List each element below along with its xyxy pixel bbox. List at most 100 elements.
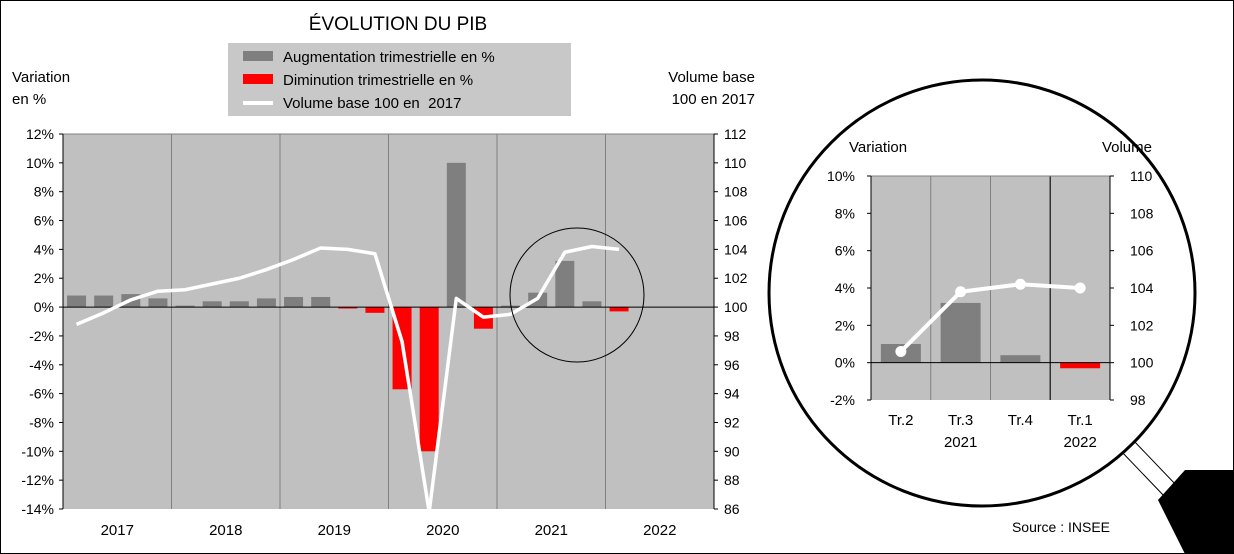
zoom-quarter-label: Tr.3 bbox=[948, 412, 973, 429]
right-tick-label: 94 bbox=[724, 386, 740, 402]
left-tick-label: 8% bbox=[34, 184, 54, 200]
variation-bar bbox=[446, 162, 466, 308]
year-label: 2019 bbox=[318, 522, 351, 539]
zoom-year-label: 2022 bbox=[1063, 434, 1096, 451]
volume-line bbox=[75, 244, 620, 514]
zoom-quarter-label: Tr.1 bbox=[1067, 412, 1092, 429]
highlight-circle bbox=[509, 227, 645, 363]
variation-bar bbox=[175, 305, 195, 308]
magnifier-handle-grip bbox=[1158, 470, 1234, 554]
legend-swatch-increase bbox=[243, 51, 273, 61]
variation-bar bbox=[555, 260, 575, 308]
right-tick-label: 100 bbox=[724, 299, 748, 315]
zoom-quarter-label: Tr.4 bbox=[1008, 412, 1033, 429]
right-tick-label: 86 bbox=[724, 501, 740, 517]
zoom-volume-line bbox=[899, 282, 1081, 353]
right-tick-label: 108 bbox=[724, 184, 748, 200]
variation-bar bbox=[67, 295, 87, 308]
zoom-right-axis-title: Volume bbox=[1102, 139, 1152, 156]
left-tick-label: -6% bbox=[29, 386, 54, 402]
zoom-volume-point bbox=[1074, 282, 1086, 294]
zoom-left-axis-title: Variation bbox=[849, 139, 907, 156]
zoom-left-tick-label: 4% bbox=[835, 280, 855, 296]
zoom-year-label: 2021 bbox=[944, 434, 977, 451]
magnifier-handle-neck bbox=[1132, 439, 1179, 488]
variation-bar bbox=[284, 296, 304, 308]
legend: Augmentation trimestrielle en % Diminuti… bbox=[228, 43, 571, 116]
variation-bar bbox=[94, 295, 114, 308]
main-plot: -14% -12% -10% -8% -6% -4% -2% 0% 2% 4% 6% 8% 10% 12%… bbox=[21, 126, 747, 539]
magnifier-lens: -2% 0% 2% 4% 6% 8% 10% 98 100 102 104 106 108 110 Vari… bbox=[767, 78, 1234, 554]
left-tick-label: -14% bbox=[21, 501, 54, 517]
zoom-volume-point bbox=[955, 286, 967, 298]
right-tick-label: 92 bbox=[724, 414, 740, 430]
legend-box bbox=[228, 43, 571, 116]
zoom-right-tick-label: 98 bbox=[1130, 392, 1146, 408]
left-axis-title-line1: Variation bbox=[12, 69, 70, 86]
year-label: 2022 bbox=[643, 522, 676, 539]
zoom-left-tick-label: -2% bbox=[830, 392, 855, 408]
right-axis-title-line2: 100 en 2017 bbox=[672, 91, 755, 108]
legend-label-increase: Augmentation trimestrielle en % bbox=[283, 49, 495, 66]
zoom-variation-bar bbox=[1000, 355, 1041, 363]
left-tick-label: 12% bbox=[26, 126, 54, 142]
legend-swatch-decrease bbox=[243, 74, 273, 84]
zoom-left-tick-label: 0% bbox=[835, 355, 855, 371]
right-tick-label: 112 bbox=[724, 126, 747, 142]
zoom-right-tick-label: 102 bbox=[1130, 317, 1154, 333]
left-axis-title-line2: en % bbox=[12, 91, 46, 108]
zoom-right-tick-label: 100 bbox=[1130, 355, 1154, 371]
left-tick-label: -4% bbox=[29, 357, 54, 373]
zoom-quarter-label: Tr.2 bbox=[888, 412, 913, 429]
left-tick-label: 0% bbox=[34, 299, 54, 315]
left-tick-label: -2% bbox=[29, 328, 54, 344]
year-label: 2018 bbox=[209, 522, 242, 539]
year-label: 2021 bbox=[535, 522, 568, 539]
left-tick-label: 10% bbox=[26, 155, 54, 171]
zoom-left-tick-label: 2% bbox=[835, 317, 855, 333]
zoom-right-tick-label: 110 bbox=[1130, 168, 1153, 184]
right-tick-label: 106 bbox=[724, 213, 748, 229]
magnifier-handle-neck bbox=[1119, 449, 1166, 498]
right-tick-label: 96 bbox=[724, 357, 740, 373]
variation-bar bbox=[609, 307, 629, 312]
left-tick-label: 6% bbox=[34, 213, 54, 229]
variation-bar bbox=[202, 301, 222, 308]
variation-bar bbox=[419, 307, 439, 452]
right-tick-label: 88 bbox=[724, 472, 740, 488]
left-tick-label: 2% bbox=[34, 270, 54, 286]
right-tick-label: 90 bbox=[724, 443, 740, 459]
variation-bar bbox=[582, 301, 602, 308]
zoom-variation-bar bbox=[1060, 362, 1101, 369]
variation-bar bbox=[148, 298, 168, 308]
zoom-left-tick-label: 10% bbox=[827, 168, 855, 184]
zoom-variation-bar bbox=[940, 302, 981, 363]
zoom-volume-point bbox=[895, 345, 907, 357]
right-tick-label: 104 bbox=[724, 241, 748, 257]
variation-bar bbox=[365, 307, 385, 313]
chart-title: ÉVOLUTION DU PIB bbox=[309, 14, 487, 35]
zoom-right-tick-label: 108 bbox=[1130, 205, 1154, 221]
variation-bar bbox=[256, 298, 276, 308]
zoom-right-tick-label: 106 bbox=[1130, 243, 1154, 259]
legend-label-volume: Volume base 100 en 2017 bbox=[283, 95, 461, 112]
legend-label-decrease: Diminution trimestrielle en % bbox=[283, 72, 473, 89]
right-tick-label: 110 bbox=[724, 155, 747, 171]
left-tick-label: -12% bbox=[21, 472, 54, 488]
variation-bar bbox=[338, 307, 358, 309]
year-label: 2017 bbox=[101, 522, 134, 539]
left-tick-label: 4% bbox=[34, 241, 54, 257]
right-axis-title-line1: Volume base bbox=[668, 69, 755, 86]
zoom-left-tick-label: 6% bbox=[835, 243, 855, 259]
right-tick-label: 102 bbox=[724, 270, 748, 286]
year-label: 2020 bbox=[426, 522, 459, 539]
source-note: Source : INSEE bbox=[1012, 519, 1110, 535]
zoom-left-tick-label: 8% bbox=[835, 205, 855, 221]
zoom-right-tick-label: 104 bbox=[1130, 280, 1154, 296]
left-tick-label: -10% bbox=[21, 443, 54, 459]
left-tick-label: -8% bbox=[29, 414, 54, 430]
variation-bar bbox=[311, 296, 331, 308]
right-tick-label: 98 bbox=[724, 328, 740, 344]
zoom-volume-point bbox=[1014, 278, 1026, 290]
